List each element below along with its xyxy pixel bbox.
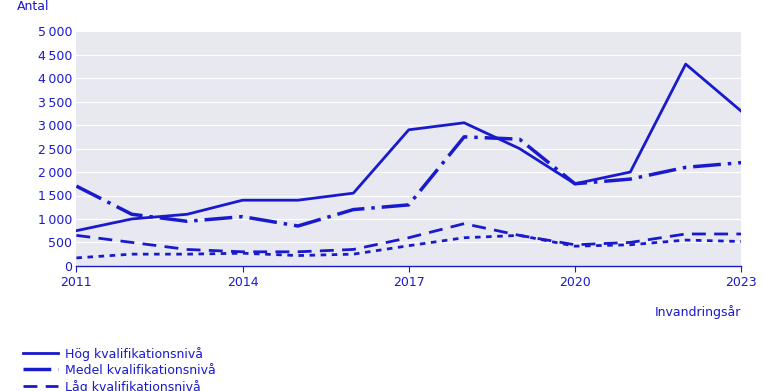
Låg kvalifikationsnivå [736, 231, 746, 236]
Låg kvalifikationsnivå [626, 240, 635, 245]
Medel kvalifikationsnivå [128, 212, 137, 217]
Text: Antal: Antal [17, 0, 49, 13]
Hög kvalifikationsnivå [72, 228, 81, 233]
Hög kvalifikationsnivå [460, 120, 469, 125]
Låg kvalifikationsnivå [128, 240, 137, 245]
Låg kvalifikationsnivå [293, 249, 303, 254]
Line: Medel kvalifikationsnivå: Medel kvalifikationsnivå [76, 137, 741, 226]
Medel kvalifikationsnivå [460, 135, 469, 139]
Låg kvalifikationsnivå [460, 221, 469, 226]
Medel kvalifikationsnivå [238, 214, 248, 219]
Uppgift saknas [349, 252, 358, 256]
Medel kvalifikationsnivå [515, 137, 524, 142]
Hög kvalifikationsnivå [238, 198, 248, 203]
Uppgift saknas [238, 251, 248, 256]
Uppgift saknas [736, 239, 746, 244]
Uppgift saknas [183, 252, 192, 256]
Låg kvalifikationsnivå [515, 233, 524, 238]
Låg kvalifikationsnivå [238, 249, 248, 254]
Medel kvalifikationsnivå [183, 219, 192, 224]
Hög kvalifikationsnivå [515, 146, 524, 151]
Uppgift saknas [128, 252, 137, 256]
Uppgift saknas [681, 238, 691, 242]
Hög kvalifikationsnivå [293, 198, 303, 203]
Medel kvalifikationsnivå [681, 165, 691, 170]
Uppgift saknas [293, 253, 303, 258]
Hög kvalifikationsnivå [626, 170, 635, 174]
Medel kvalifikationsnivå [404, 203, 413, 207]
Hög kvalifikationsnivå [681, 62, 691, 66]
Låg kvalifikationsnivå [72, 233, 81, 238]
Uppgift saknas [626, 242, 635, 247]
Låg kvalifikationsnivå [183, 247, 192, 252]
Line: Uppgift saknas: Uppgift saknas [76, 235, 741, 258]
Medel kvalifikationsnivå [349, 207, 358, 212]
Hög kvalifikationsnivå [404, 127, 413, 132]
Hög kvalifikationsnivå [128, 217, 137, 221]
Medel kvalifikationsnivå [626, 177, 635, 181]
Legend: Hög kvalifikationsnivå, Medel kvalifikationsnivå, Låg kvalifikationsnivå, Uppgif: Hög kvalifikationsnivå, Medel kvalifikat… [23, 347, 216, 391]
Hög kvalifikationsnivå [349, 191, 358, 196]
Uppgift saknas [515, 233, 524, 238]
Låg kvalifikationsnivå [571, 242, 580, 247]
Uppgift saknas [404, 243, 413, 248]
Uppgift saknas [72, 256, 81, 260]
Medel kvalifikationsnivå [293, 224, 303, 228]
Medel kvalifikationsnivå [72, 184, 81, 188]
Uppgift saknas [571, 244, 580, 249]
Låg kvalifikationsnivå [404, 235, 413, 240]
Text: Invandringsår: Invandringsår [655, 305, 741, 319]
Hög kvalifikationsnivå [183, 212, 192, 217]
Line: Hög kvalifikationsnivå: Hög kvalifikationsnivå [76, 64, 741, 231]
Uppgift saknas [460, 235, 469, 240]
Medel kvalifikationsnivå [736, 160, 746, 165]
Line: Låg kvalifikationsnivå: Låg kvalifikationsnivå [76, 224, 741, 252]
Medel kvalifikationsnivå [571, 181, 580, 186]
Låg kvalifikationsnivå [349, 247, 358, 252]
Låg kvalifikationsnivå [681, 231, 691, 236]
Hög kvalifikationsnivå [736, 109, 746, 113]
Hög kvalifikationsnivå [571, 181, 580, 186]
